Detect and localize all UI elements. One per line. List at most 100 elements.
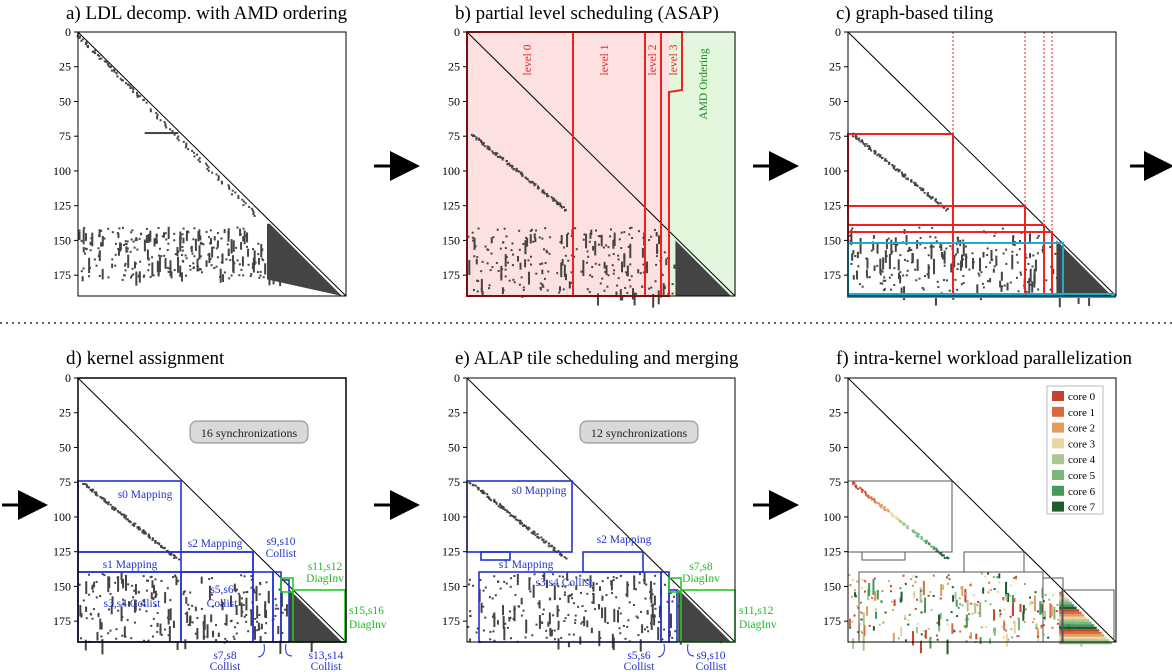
pattern-d [77, 377, 347, 655]
panel-title: e) ALAP tile scheduling and merging [455, 348, 739, 369]
tick-label: 150 [442, 233, 460, 247]
panel-e: e) ALAP tile scheduling and merging 12 s… [442, 348, 777, 672]
level-0-label: level 0 [522, 44, 534, 75]
panel-f: f) intra-kernel workload parallelization… [823, 348, 1132, 655]
matrix-diagonal [77, 31, 347, 297]
tick-label: 75 [829, 475, 841, 489]
s56-label-b: Collist [624, 661, 655, 672]
tick-label: 100 [823, 164, 841, 178]
tick-label: 150 [823, 579, 841, 593]
legend-swatch [1052, 454, 1064, 465]
pattern-e [466, 377, 736, 652]
s910-label-a: s9,s10 [696, 650, 725, 662]
tick-label: 100 [442, 510, 460, 524]
s1314-label-b: Collist [311, 661, 342, 672]
tick-label: 150 [53, 579, 71, 593]
tick-label: 50 [448, 94, 460, 108]
level-1-label: level 1 [599, 44, 611, 75]
legend-label: core 0 [1068, 391, 1096, 403]
matrix-diagonal [847, 377, 1117, 643]
legend-label: core 3 [1068, 438, 1096, 450]
tick-label: 175 [53, 268, 71, 282]
matrix-diagonal [466, 31, 736, 297]
s78-label-a: s7,s8 [689, 561, 713, 573]
dense-triangle [289, 589, 342, 642]
tick-label: 50 [829, 94, 841, 108]
legend-label: core 4 [1068, 454, 1096, 466]
tick-label: 175 [823, 268, 841, 282]
tick-label: 125 [442, 545, 460, 559]
tick-label: 175 [823, 614, 841, 628]
tick-label: 75 [448, 475, 460, 489]
tick-label: 125 [823, 199, 841, 213]
tick-label: 175 [53, 614, 71, 628]
legend-label: core 5 [1068, 470, 1096, 482]
panel-title: f) intra-kernel workload parallelization [836, 348, 1132, 369]
tick-label: 100 [823, 510, 841, 524]
tick-label: 0 [65, 371, 71, 385]
tick-label: 25 [448, 406, 460, 420]
s910-label-b: Collist [266, 548, 297, 560]
s34-label: s3,s4 Collist [104, 598, 162, 610]
tick-label: 75 [448, 129, 460, 143]
legend-label: core 6 [1068, 486, 1096, 498]
tick-label: 75 [59, 475, 71, 489]
s0-label: s0 Mapping [118, 489, 173, 501]
legend-swatch [1052, 470, 1064, 480]
level-0-region [467, 32, 573, 296]
panel-title: a) LDL decomp. with AMD ordering [66, 3, 348, 24]
tick-label: 150 [53, 233, 71, 247]
legend-label: core 7 [1068, 502, 1096, 514]
level-3-label: level 3 [668, 44, 680, 75]
matrix-diagonal [466, 377, 736, 643]
level-3-region [661, 32, 669, 296]
s1516-label-b: DiagInv [349, 619, 387, 631]
panel-title: c) graph-based tiling [836, 3, 994, 24]
tick-label: 50 [448, 440, 460, 454]
s1112-label-a: s11,s12 [739, 605, 774, 617]
tick-label: 175 [442, 268, 460, 282]
s78-label-b: Collist [210, 661, 241, 672]
plot-frame [847, 377, 1117, 643]
level-2-region [645, 32, 661, 296]
dense-triangle [266, 223, 342, 296]
tick-label: 25 [829, 60, 841, 74]
tick-label: 25 [448, 60, 460, 74]
tick-label: 0 [454, 25, 460, 39]
legend-swatch [1052, 391, 1064, 401]
s78-label-a: s7,s8 [213, 650, 237, 662]
tick-label: 50 [59, 440, 71, 454]
s1516-label-a: s15,s16 [349, 605, 384, 617]
s2-label: s2 Mapping [188, 538, 243, 550]
pattern-f [847, 377, 1117, 655]
callout-s56 [657, 643, 665, 658]
tick-label: 0 [835, 371, 841, 385]
s1-label: s1 Mapping [499, 559, 554, 571]
s1314-label-a: s13,s14 [309, 650, 344, 662]
matrix-diagonal [77, 377, 347, 643]
legend-swatch [1052, 501, 1064, 512]
sync-badge [189, 420, 309, 444]
tick-label: 0 [454, 371, 460, 385]
legend-swatch [1052, 422, 1064, 433]
legend-label: core 2 [1068, 423, 1095, 435]
callout-s1314 [285, 643, 293, 657]
s1112-label-a: s11,s12 [308, 561, 343, 573]
s910-label-a: s9,s10 [266, 536, 295, 548]
tick-label: 100 [53, 164, 71, 178]
legend: core 0 core 1 core 2 core 3 core 4 core 5 core… [1046, 385, 1104, 515]
amd-ordering-label: AMD Ordering [698, 48, 710, 119]
tick-label: 0 [65, 25, 71, 39]
y-axis-ticks: 0 25 50 75 100 125 150 175 [442, 371, 467, 628]
s78-label-b: DiagInv [682, 573, 720, 585]
plot-frame [466, 31, 736, 297]
y-axis-ticks: 0 25 50 75 100 125 150 175 [442, 25, 467, 282]
tile-cut-lines [952, 32, 1053, 232]
tick-label: 75 [59, 129, 71, 143]
panel-a: a) LDL decomp. with AMD ordering 0 25 50 75… [53, 3, 348, 297]
tick-label: 50 [829, 440, 841, 454]
tick-label: 25 [59, 60, 71, 74]
panel-b: b) partial level scheduling (ASAP) level… [442, 3, 736, 308]
plot-frame [77, 377, 347, 643]
